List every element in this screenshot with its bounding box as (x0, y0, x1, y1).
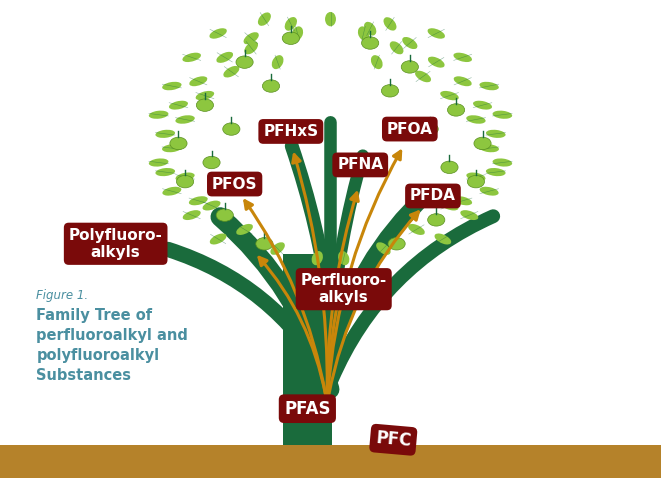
Ellipse shape (473, 101, 492, 109)
Ellipse shape (163, 187, 181, 196)
Ellipse shape (162, 82, 182, 90)
Circle shape (362, 37, 379, 49)
Ellipse shape (434, 233, 451, 245)
Circle shape (203, 156, 220, 169)
Text: PFOS: PFOS (212, 176, 257, 192)
Ellipse shape (376, 242, 391, 255)
Circle shape (447, 104, 465, 116)
Ellipse shape (383, 17, 397, 31)
Ellipse shape (453, 76, 472, 86)
Circle shape (282, 32, 299, 44)
Circle shape (256, 238, 273, 250)
Circle shape (467, 175, 485, 188)
Circle shape (170, 137, 187, 150)
Ellipse shape (453, 196, 472, 205)
Text: Family Tree of
perfluoroalkyl and
polyfluoroalkyl
Substances: Family Tree of perfluoroalkyl and polyfl… (36, 308, 188, 383)
Text: Figure 1.: Figure 1. (36, 289, 89, 302)
Bar (0, 445, 661, 478)
Ellipse shape (285, 17, 297, 31)
Circle shape (196, 99, 214, 111)
Circle shape (421, 123, 438, 135)
Ellipse shape (428, 28, 445, 39)
Circle shape (216, 209, 233, 221)
Ellipse shape (440, 91, 459, 100)
Ellipse shape (338, 251, 350, 265)
Ellipse shape (440, 201, 459, 210)
Ellipse shape (202, 201, 221, 210)
Ellipse shape (467, 173, 485, 181)
Ellipse shape (371, 55, 383, 69)
Ellipse shape (149, 110, 169, 119)
Circle shape (381, 85, 399, 97)
Ellipse shape (258, 12, 271, 26)
Ellipse shape (390, 41, 403, 54)
Ellipse shape (182, 53, 201, 62)
Text: PFNA: PFNA (337, 157, 383, 173)
Text: PFC: PFC (375, 429, 412, 450)
Circle shape (388, 238, 405, 250)
Ellipse shape (243, 32, 259, 44)
Text: Polyfluoro-
alkyls: Polyfluoro- alkyls (69, 228, 163, 260)
Ellipse shape (466, 115, 486, 124)
Ellipse shape (162, 144, 182, 152)
Text: PFAS: PFAS (284, 400, 330, 418)
Ellipse shape (182, 210, 201, 220)
Ellipse shape (492, 158, 512, 167)
Text: PFOA: PFOA (387, 121, 433, 137)
Circle shape (428, 214, 445, 226)
Text: PFDA: PFDA (410, 188, 456, 204)
Ellipse shape (245, 41, 258, 54)
Ellipse shape (175, 115, 195, 124)
Circle shape (236, 56, 253, 68)
Ellipse shape (236, 224, 253, 235)
Ellipse shape (311, 251, 323, 265)
Ellipse shape (272, 55, 284, 69)
Ellipse shape (325, 12, 336, 26)
Ellipse shape (149, 158, 169, 167)
Ellipse shape (189, 76, 208, 86)
Ellipse shape (210, 28, 227, 39)
Ellipse shape (169, 101, 188, 109)
Ellipse shape (480, 187, 498, 196)
Ellipse shape (210, 233, 227, 245)
Ellipse shape (479, 82, 499, 90)
Ellipse shape (492, 110, 512, 119)
Ellipse shape (402, 37, 418, 49)
Text: Perfluoro-
alkyls: Perfluoro- alkyls (301, 273, 387, 305)
Circle shape (262, 80, 280, 92)
Bar (283, 254, 332, 445)
Circle shape (474, 137, 491, 150)
Circle shape (441, 161, 458, 174)
Ellipse shape (453, 53, 472, 62)
Ellipse shape (292, 26, 303, 41)
Ellipse shape (223, 66, 239, 77)
Ellipse shape (428, 56, 445, 68)
Ellipse shape (460, 210, 479, 220)
Ellipse shape (216, 52, 233, 63)
Ellipse shape (270, 242, 285, 255)
Text: PFHxS: PFHxS (263, 124, 319, 139)
Ellipse shape (189, 196, 208, 205)
Circle shape (223, 123, 240, 135)
Circle shape (401, 61, 418, 73)
Ellipse shape (364, 22, 376, 35)
Ellipse shape (196, 91, 214, 100)
Ellipse shape (358, 26, 369, 41)
Ellipse shape (176, 173, 194, 181)
Circle shape (176, 175, 194, 188)
Ellipse shape (486, 130, 506, 138)
Ellipse shape (479, 144, 499, 152)
Ellipse shape (486, 168, 506, 176)
Ellipse shape (415, 71, 431, 82)
Ellipse shape (408, 224, 425, 235)
Ellipse shape (155, 130, 175, 138)
Ellipse shape (155, 168, 175, 176)
